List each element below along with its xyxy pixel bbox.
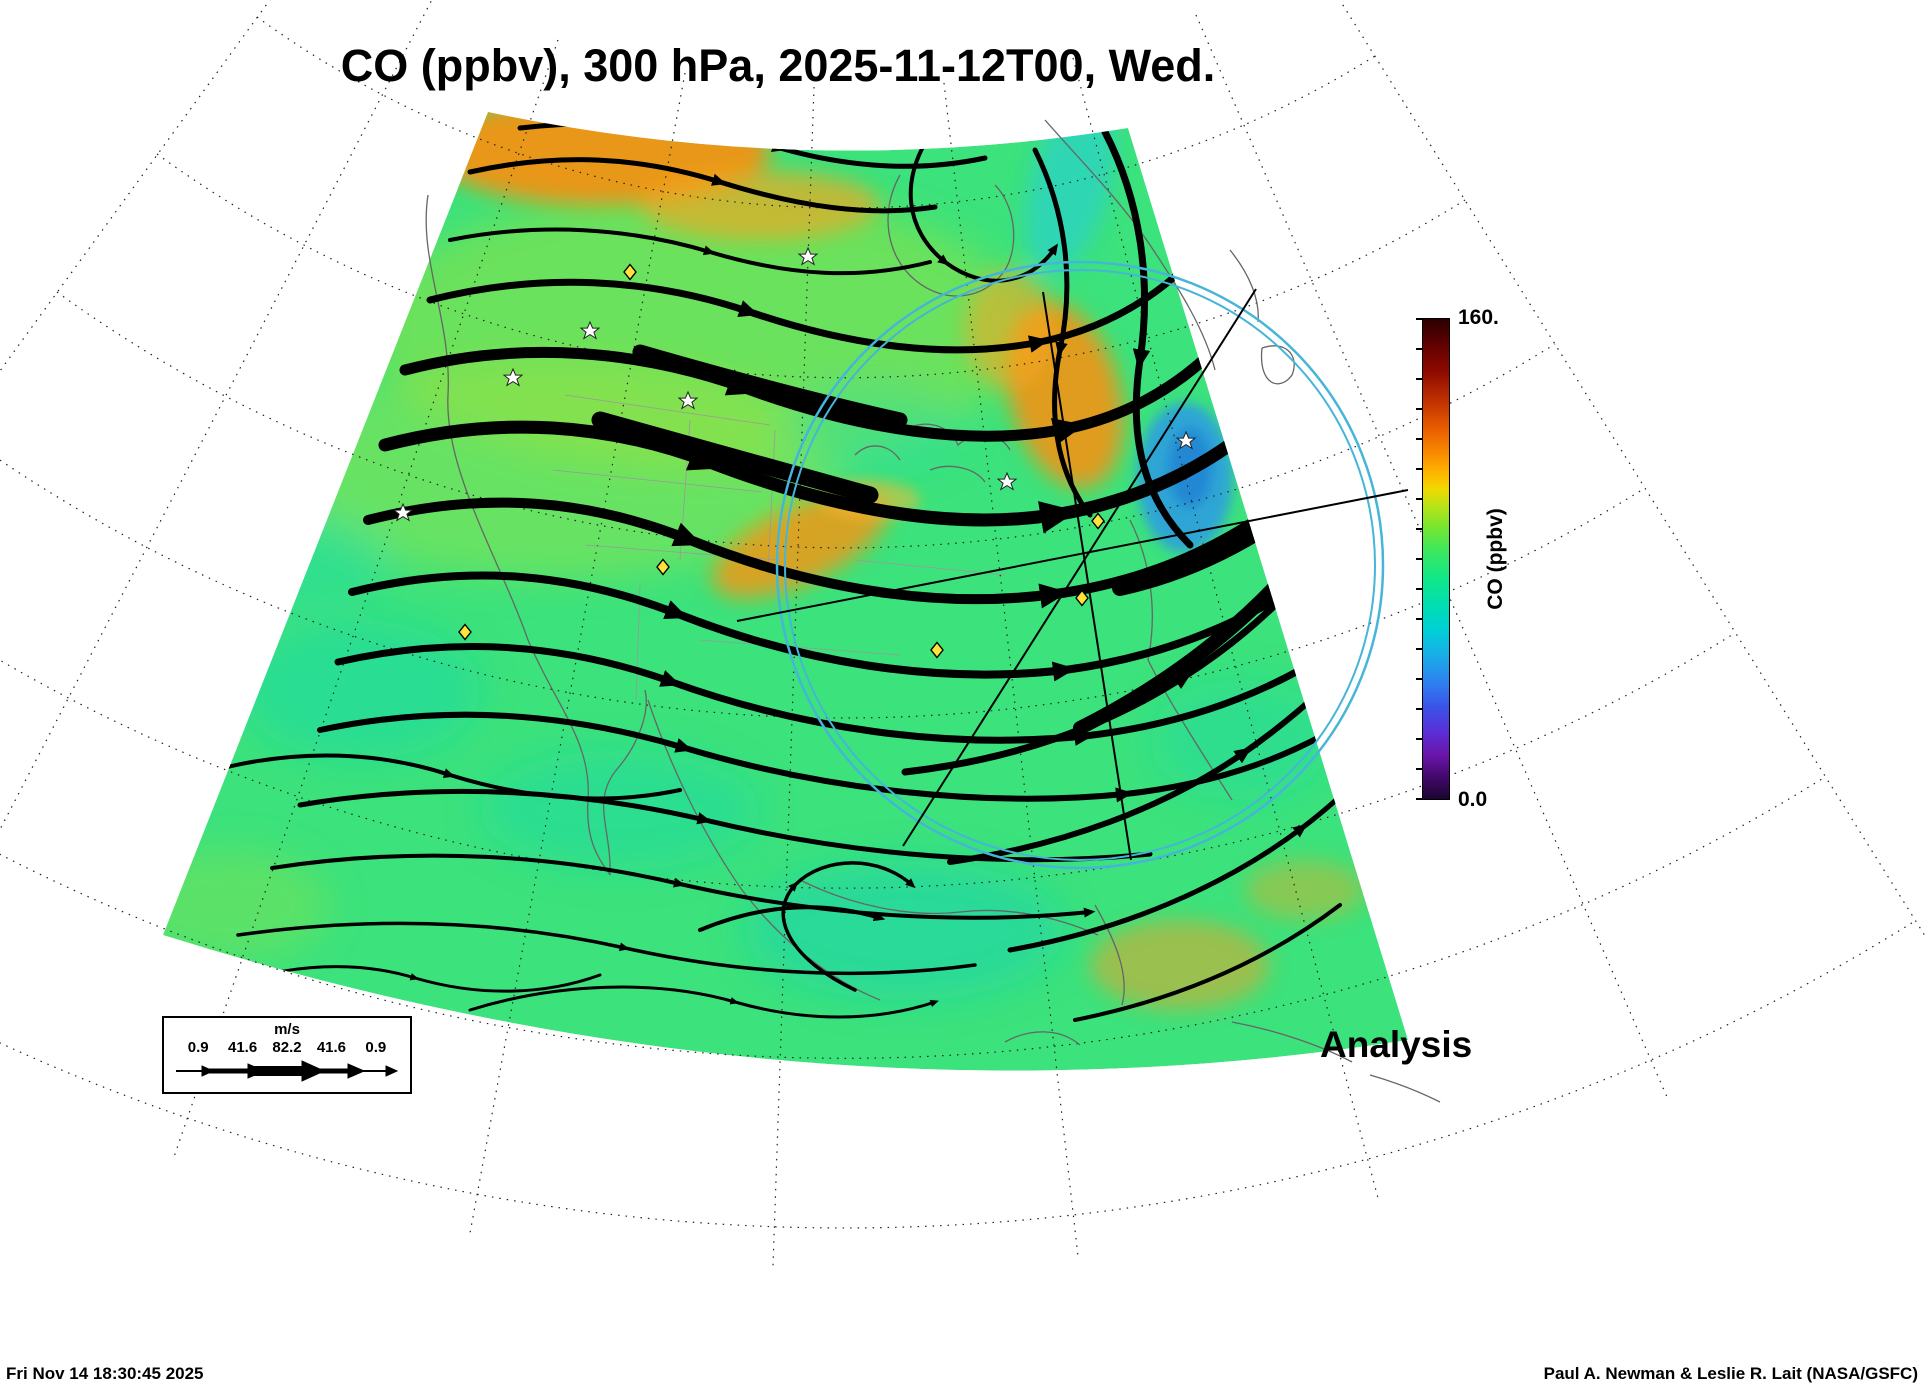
colorbar-min-label: 0.0 bbox=[1458, 788, 1488, 811]
plot-title: CO (ppbv), 300 hPa, 2025-11-12T00, Wed. bbox=[340, 40, 1216, 91]
colorbar: 160. 0.0 CO (ppbv) bbox=[1416, 306, 1507, 811]
colorbar-ticks bbox=[1416, 318, 1422, 800]
colorbar-gradient bbox=[1422, 318, 1450, 800]
wind-legend-values: 0.9 41.6 82.2 41.6 0.9 bbox=[164, 1039, 410, 1056]
wind-legend-units: m/s bbox=[274, 1021, 300, 1038]
mode-label: Analysis bbox=[1320, 1024, 1473, 1065]
section-lines bbox=[736, 288, 1409, 861]
credit-text: Paul A. Newman & Leslie R. Lait (NASA/GS… bbox=[1543, 1364, 1918, 1383]
wind-value: 41.6 bbox=[228, 1039, 258, 1056]
wind-arrow-scale bbox=[176, 1060, 399, 1082]
colorbar-max-label: 160. bbox=[1458, 306, 1499, 329]
generated-timestamp: Fri Nov 14 18:30:45 2025 bbox=[6, 1364, 204, 1383]
co-field-layer bbox=[163, 112, 1408, 1071]
wind-value: 0.9 bbox=[365, 1039, 387, 1056]
colorbar-axis-label: CO (ppbv) bbox=[1484, 508, 1507, 610]
wind-value: 41.6 bbox=[316, 1039, 347, 1056]
wind-speed-legend: m/s 0.9 41.6 82.2 41.6 0.9 bbox=[162, 1016, 412, 1094]
wind-value: 0.9 bbox=[187, 1039, 209, 1056]
range-circle bbox=[775, 260, 1385, 870]
wind-value: 82.2 bbox=[272, 1039, 302, 1056]
